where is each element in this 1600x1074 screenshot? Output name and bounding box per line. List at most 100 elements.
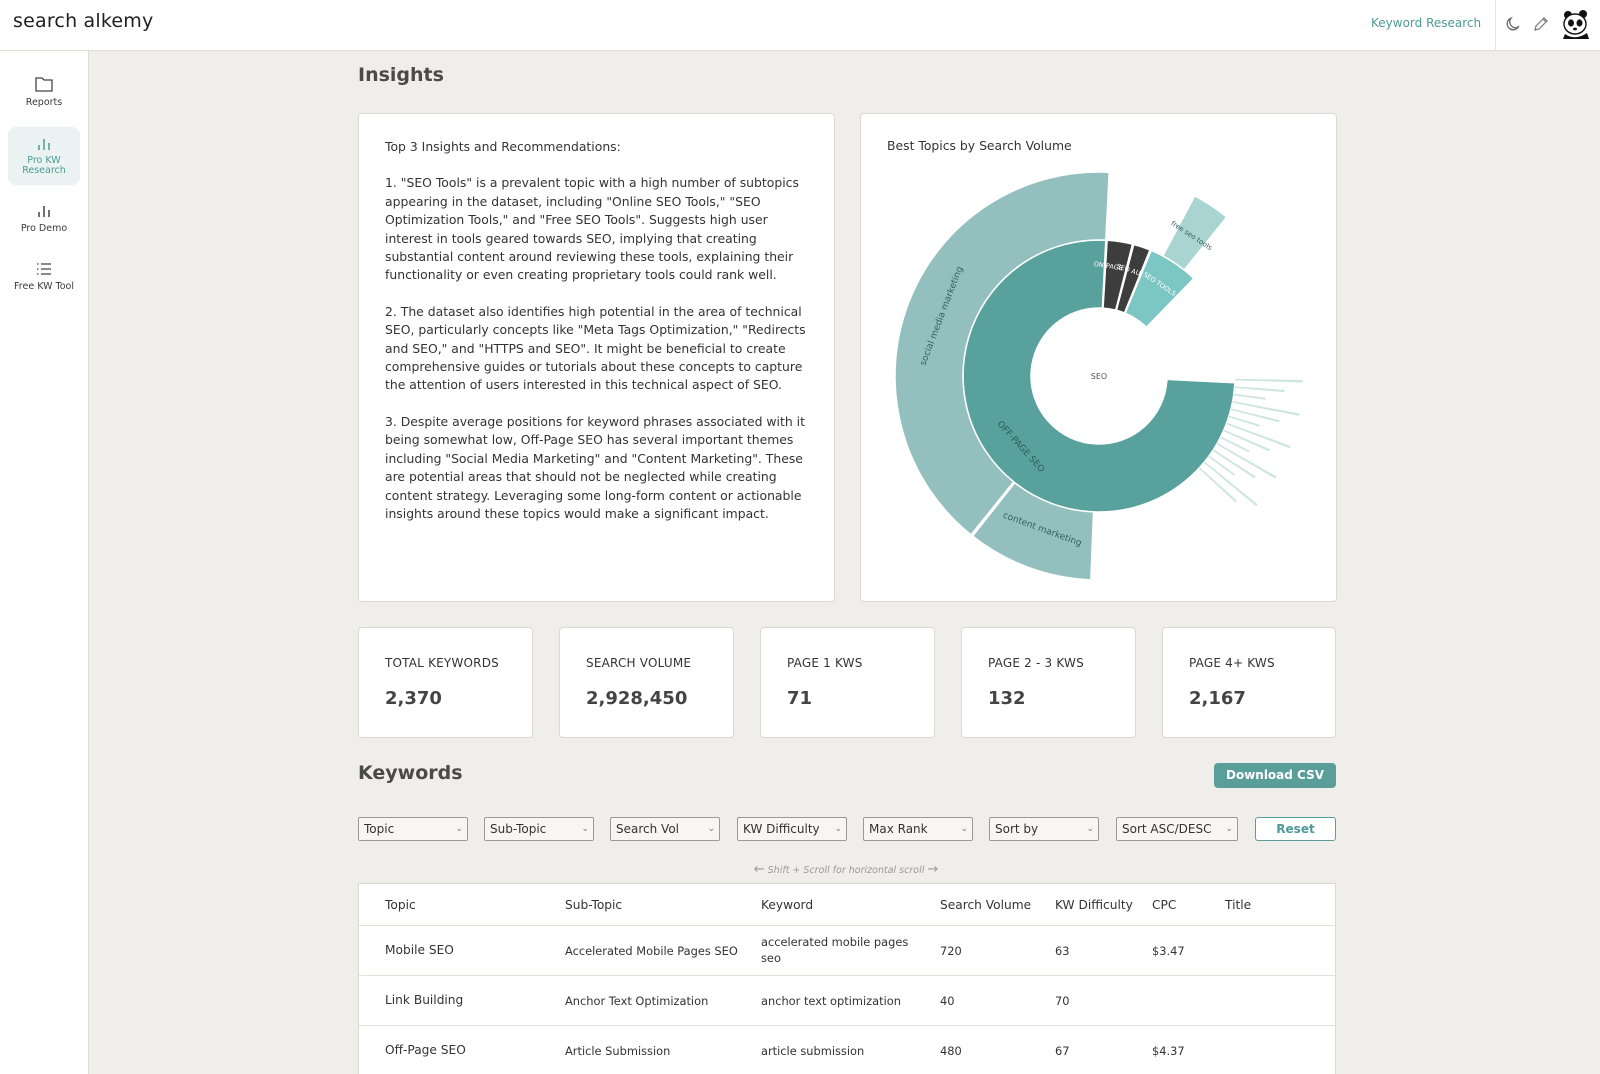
insights-title: Top 3 Insights and Recommendations:	[385, 139, 621, 154]
table-row[interactable]: Link Building Anchor Text Optimization a…	[359, 975, 1335, 1025]
sunburst-root[interactable]	[1031, 308, 1167, 444]
sidebar-item-label: Pro KW Research	[22, 155, 66, 176]
insight-point: 3. Despite average positions for keyword…	[385, 413, 805, 521]
table-row[interactable]: Off-Page SEO Article Submission article …	[359, 1025, 1335, 1074]
sunburst-sliver[interactable]	[1216, 442, 1277, 479]
sunburst-segment-free-seo-tools[interactable]	[1161, 194, 1228, 272]
cell-keyword: anchor text optimization	[761, 994, 901, 1008]
sidebar-item-free-kw-tool[interactable]: Free KW Tool	[4, 257, 84, 297]
column-header-search-volume[interactable]: Search Volume	[940, 898, 1032, 912]
cell-topic: Link Building	[385, 993, 464, 1007]
column-header-cpc[interactable]: CPC	[1152, 898, 1177, 912]
arrow-left-icon: ←	[753, 862, 765, 877]
keyword-research-link[interactable]: Keyword Research	[1371, 16, 1482, 30]
chevron-down-icon: ⌄	[1225, 824, 1233, 834]
column-header-keyword[interactable]: Keyword	[761, 898, 814, 912]
stat-card-search-volume: SEARCH VOLUME 2,928,450	[559, 627, 734, 738]
table-row[interactable]: Mobile SEO Accelerated Mobile Pages SEO …	[359, 925, 1335, 975]
sunburst-sliver[interactable]	[1212, 449, 1256, 479]
chevron-down-icon: ⌄	[960, 824, 968, 834]
sidebar-item-reports[interactable]: Reports	[8, 71, 80, 117]
cell-keyword: article submission	[761, 1044, 865, 1058]
stat-label: PAGE 1 KWS	[787, 656, 863, 670]
cell-difficulty: 63	[1055, 944, 1070, 958]
chevron-down-icon: ⌄	[834, 824, 842, 834]
filter-label: Sort ASC/DESC	[1122, 822, 1212, 836]
sunburst-root-label[interactable]: SEO	[1091, 372, 1107, 381]
sunburst-sliver[interactable]	[1220, 436, 1250, 453]
sunburst-sliver[interactable]	[1198, 467, 1237, 503]
reset-button[interactable]: Reset	[1255, 817, 1336, 841]
scroll-hint-text: Shift + Scroll for horizontal scroll	[767, 865, 925, 876]
sidebar-item-label: Free KW Tool	[14, 281, 74, 292]
sort-by-filter[interactable]: Sort by ⌄	[989, 817, 1099, 841]
chevron-down-icon: ⌄	[581, 824, 589, 834]
sunburst-sliver[interactable]	[1233, 393, 1266, 400]
insight-point: 2. The dataset also identifies high pote…	[385, 303, 806, 393]
stat-value: 71	[787, 688, 813, 709]
filter-label: Sort by	[995, 822, 1039, 836]
cell-cpc: $4.37	[1152, 1044, 1185, 1058]
stat-value: 2,370	[385, 688, 442, 709]
cell-difficulty: 67	[1055, 1044, 1070, 1058]
cell-topic: Off-Page SEO	[385, 1043, 466, 1057]
sunburst-segment-content-marketing[interactable]	[971, 481, 1095, 581]
cell-subtopic: Anchor Text Optimization	[565, 994, 709, 1008]
column-header-topic[interactable]: Topic	[385, 898, 416, 912]
sidebar-item-pro-kw-research[interactable]: Pro KW Research	[8, 127, 80, 185]
keywords-table[interactable]: Topic Sub-Topic Keyword Search Volume KW…	[358, 883, 1336, 1074]
stat-value: 2,167	[1189, 688, 1246, 709]
search-vol-filter[interactable]: Search Vol ⌄	[610, 817, 720, 841]
sidebar: Reports Pro KW Research Pro Demo Free KW…	[0, 51, 89, 1074]
stat-value: 132	[988, 688, 1026, 709]
stat-card-total-keywords: TOTAL KEYWORDS 2,370	[358, 627, 533, 738]
list-icon	[37, 263, 51, 275]
sidebar-item-label: Reports	[25, 97, 63, 108]
moon-icon[interactable]	[1503, 14, 1523, 34]
filter-label: Sub-Topic	[490, 822, 547, 836]
top-bar: search alkemy Keyword Research	[0, 0, 1600, 51]
sunburst-sliver[interactable]	[1234, 378, 1303, 383]
sidebar-item-pro-demo[interactable]: Pro Demo	[8, 199, 80, 239]
bar-chart-icon	[38, 206, 50, 217]
sunburst-sliver[interactable]	[1223, 429, 1270, 452]
download-csv-button[interactable]: Download CSV	[1214, 763, 1336, 788]
folder-icon	[35, 77, 53, 92]
max-rank-filter[interactable]: Max Rank ⌄	[863, 817, 973, 841]
filter-label: Topic	[364, 822, 395, 836]
stat-label: TOTAL KEYWORDS	[385, 656, 499, 670]
stat-card-page-1: PAGE 1 KWS 71	[760, 627, 935, 738]
pencil-icon[interactable]	[1531, 14, 1551, 34]
column-header-subtopic[interactable]: Sub-Topic	[565, 898, 623, 912]
sunburst-segment-social-media-marketing[interactable]	[894, 171, 1110, 536]
sunburst-sliver[interactable]	[1203, 461, 1258, 507]
insights-text: Top 3 Insights and Recommendations: 1. "…	[385, 138, 809, 541]
cell-volume: 480	[940, 1044, 962, 1058]
column-header-title[interactable]: Title	[1225, 898, 1252, 912]
column-header-kw-difficulty[interactable]: KW Difficulty	[1055, 898, 1133, 912]
stat-label: PAGE 4+ KWS	[1189, 656, 1275, 670]
sunburst-sliver[interactable]	[1208, 455, 1236, 476]
cell-volume: 40	[940, 994, 955, 1008]
panda-avatar[interactable]	[1560, 8, 1592, 40]
sunburst-sliver[interactable]	[1226, 422, 1291, 449]
subtopic-filter[interactable]: Sub-Topic ⌄	[484, 817, 594, 841]
sunburst-sliver[interactable]	[1232, 401, 1300, 416]
sunburst-sliver[interactable]	[1234, 386, 1285, 393]
sunburst-sliver[interactable]	[1230, 408, 1280, 423]
insights-card: Top 3 Insights and Recommendations: 1. "…	[358, 113, 835, 602]
cell-cpc: $3.47	[1152, 944, 1185, 958]
filter-label: Max Rank	[869, 822, 928, 836]
topic-filter[interactable]: Topic ⌄	[358, 817, 468, 841]
cell-subtopic: Accelerated Mobile Pages SEO	[565, 944, 738, 958]
chevron-down-icon: ⌄	[455, 824, 463, 834]
bar-chart-icon	[38, 139, 50, 150]
cell-keyword: accelerated mobile pages seo	[761, 935, 909, 965]
app-logo[interactable]: search alkemy	[13, 10, 154, 32]
stat-label: PAGE 2 - 3 KWS	[988, 656, 1084, 670]
kw-difficulty-filter[interactable]: KW Difficulty ⌄	[737, 817, 847, 841]
sort-order-filter[interactable]: Sort ASC/DESC ⌄	[1116, 817, 1238, 841]
filter-label: KW Difficulty	[743, 822, 820, 836]
sunburst-sliver[interactable]	[1228, 415, 1260, 427]
